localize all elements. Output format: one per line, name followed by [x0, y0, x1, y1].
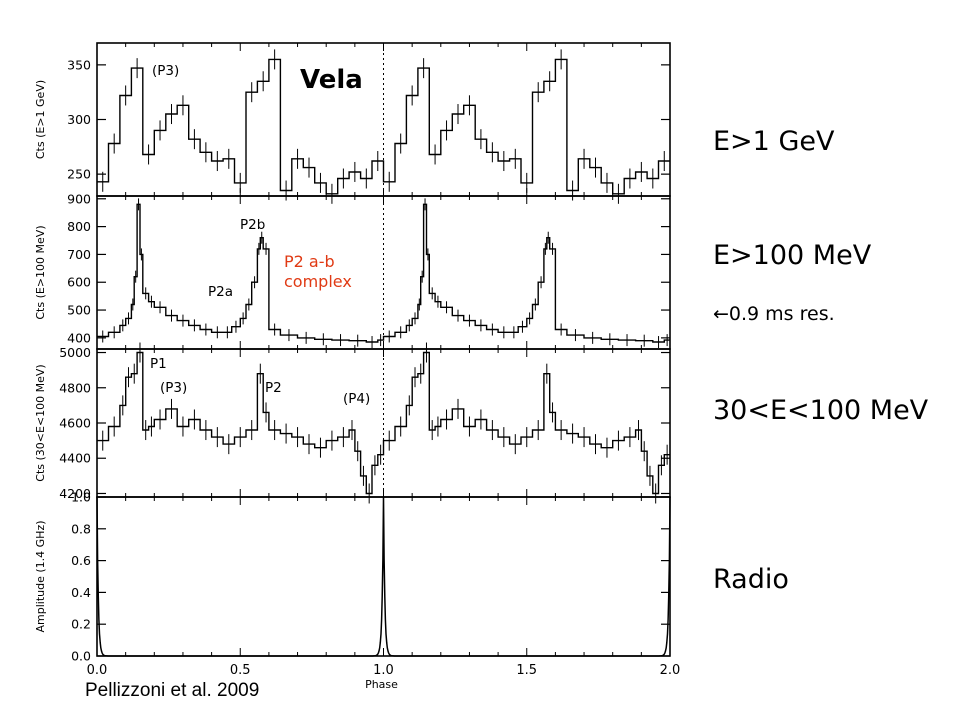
label-p2b: P2b	[240, 217, 265, 233]
radio-pulse-series	[96, 496, 671, 657]
chart-title: Vela	[300, 65, 363, 95]
y-tick-label: 500	[67, 303, 91, 318]
y-tick-label: 700	[67, 247, 91, 262]
y-tick-label: 350	[67, 57, 91, 72]
y-axis-label: Amplitude (1.4 GHz)	[34, 520, 47, 632]
y-tick-label: 4400	[59, 451, 91, 466]
y-tick-label: 4200	[59, 486, 91, 501]
x-tick-label: 1.0	[373, 663, 394, 678]
y-tick-label: 300	[67, 112, 91, 127]
x-axis-label: Phase	[365, 678, 398, 691]
y-tick-label: 0.6	[71, 553, 91, 568]
label-30-100-mev: 30<E<100 MeV	[713, 395, 929, 426]
label-p3-mev: (P3)	[160, 380, 187, 396]
y-axis-label: Cts (E>100 MeV)	[34, 225, 47, 319]
y-tick-label: 600	[67, 275, 91, 290]
y-tick-label: 4800	[59, 380, 91, 395]
y-tick-label: 250	[67, 167, 91, 182]
label-p2a: P2a	[208, 284, 233, 300]
label-radio: Radio	[713, 564, 789, 595]
label-resolution: ←0.9 ms res.	[713, 303, 835, 325]
y-axis-label: Cts (E>1 GeV)	[34, 80, 47, 159]
x-tick-label: 0.0	[87, 663, 108, 678]
label-p4: (P4)	[343, 391, 370, 407]
citation: Pellizzoni et al. 2009	[85, 680, 260, 701]
annotation-line-1: P2 a-b	[284, 252, 335, 271]
y-tick-label: 900	[67, 191, 91, 206]
x-tick-label: 0.5	[230, 663, 251, 678]
resolution-text: 0.9 ms res.	[728, 303, 835, 325]
label-p1: P1	[150, 356, 167, 372]
y-tick-label: 0.8	[71, 521, 91, 536]
y-tick-label: 4600	[59, 416, 91, 431]
y-tick-label: 5000	[59, 345, 91, 360]
label-p3-gev: (P3)	[152, 63, 179, 79]
y-tick-label: 400	[67, 330, 91, 345]
y-tick-label: 1.0	[71, 490, 91, 505]
y-tick-label: 0.2	[71, 617, 91, 632]
label-e-gt-100-mev: E>100 MeV	[713, 240, 872, 271]
y-tick-label: 0.4	[71, 585, 91, 600]
light-curve-series	[97, 351, 670, 495]
x-tick-label: 2.0	[660, 663, 681, 678]
x-tick-label: 1.5	[516, 663, 537, 678]
annotation-line-2: complex	[284, 272, 352, 291]
y-axis-label: Cts (30<E<100 MeV)	[34, 364, 47, 481]
left-arrow-icon: ←	[713, 303, 729, 325]
label-p2: P2	[265, 380, 282, 396]
label-e-gt-1-gev: E>1 GeV	[713, 126, 835, 157]
p2-ab-complex-annotation: P2 a-b complex	[284, 252, 352, 292]
y-tick-label: 0.0	[71, 649, 91, 664]
y-tick-label: 800	[67, 219, 91, 234]
